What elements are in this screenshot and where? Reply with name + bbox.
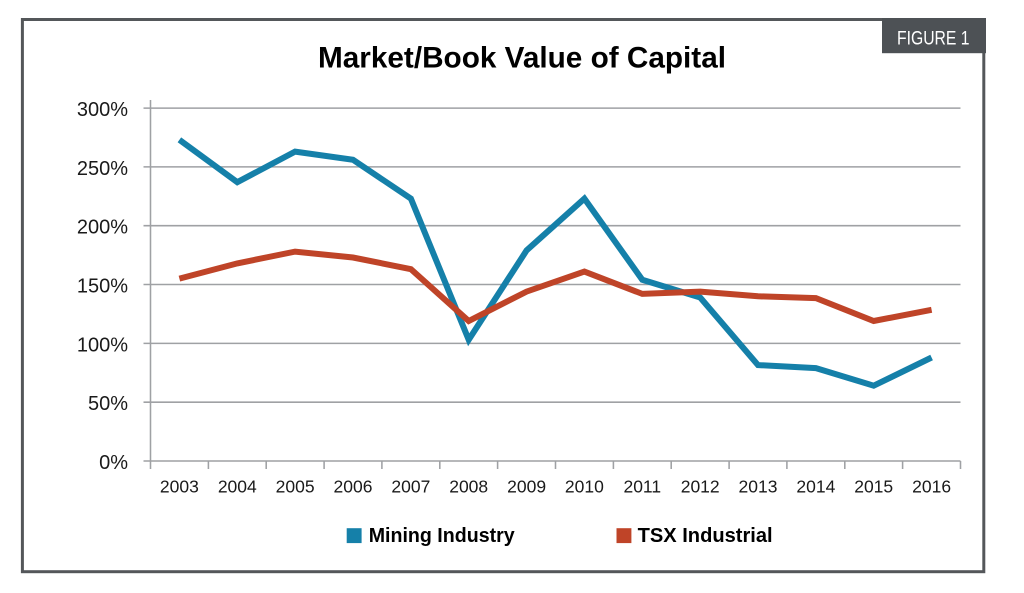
svg-text:300%: 300% [77,99,128,121]
svg-text:2009: 2009 [507,476,546,496]
svg-text:2013: 2013 [739,476,778,496]
svg-text:2011: 2011 [623,476,661,496]
svg-text:2014: 2014 [796,476,835,496]
svg-text:2008: 2008 [449,476,488,496]
svg-text:2015: 2015 [854,476,893,496]
svg-text:100%: 100% [77,334,128,356]
svg-text:Market/Book Value of Capital: Market/Book Value of Capital [318,42,726,75]
svg-text:2006: 2006 [334,476,373,496]
svg-text:2003: 2003 [160,476,199,496]
svg-text:2010: 2010 [565,476,604,496]
svg-text:2012: 2012 [681,476,720,496]
svg-text:2007: 2007 [391,476,430,496]
svg-text:2005: 2005 [276,476,315,496]
svg-text:150%: 150% [77,276,128,298]
svg-text:0%: 0% [99,452,128,474]
svg-text:TSX Industrial: TSX Industrial [638,525,773,547]
svg-text:FIGURE 1: FIGURE 1 [897,28,970,49]
svg-text:2004: 2004 [218,476,257,496]
svg-text:200%: 200% [77,217,128,239]
svg-text:50%: 50% [88,393,128,415]
svg-text:250%: 250% [77,158,128,180]
svg-text:Mining Industry: Mining Industry [369,525,516,547]
svg-text:2016: 2016 [912,476,951,496]
